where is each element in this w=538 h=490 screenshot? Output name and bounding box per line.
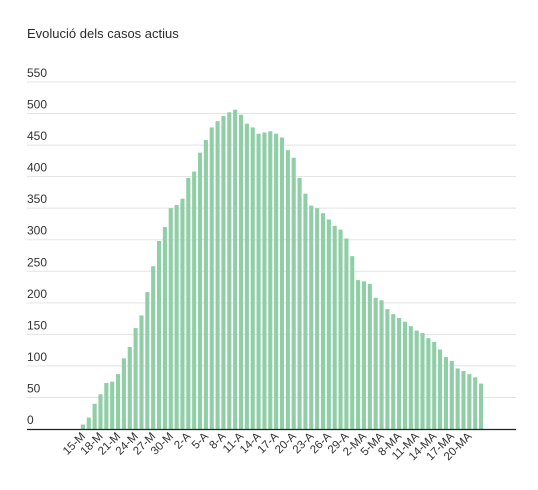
bar (104, 382, 109, 429)
bar (479, 383, 484, 429)
bar (86, 417, 91, 429)
bar (432, 341, 437, 429)
bar (402, 321, 408, 429)
bar (145, 292, 150, 429)
bar (227, 112, 232, 429)
bar (420, 333, 425, 429)
bar (215, 121, 220, 430)
bar (326, 219, 331, 429)
bar (303, 193, 308, 429)
bar (443, 357, 448, 429)
y-axis-ticks: 0 50 100 150 200 250 300 350 400 450 500 550 (27, 66, 47, 427)
bar (186, 177, 191, 429)
bar (320, 213, 326, 429)
y-tick-label: 100 (27, 350, 47, 364)
bar (438, 349, 443, 429)
bar (268, 131, 273, 429)
x-tick-label: 2-A (172, 430, 193, 451)
bar (274, 133, 279, 430)
bar (426, 338, 431, 429)
y-tick-label: 550 (27, 66, 47, 80)
bar (338, 229, 343, 429)
y-tick-label: 50 (27, 381, 41, 395)
bar (262, 132, 267, 429)
bar (151, 266, 156, 429)
bar (449, 360, 454, 429)
bar (203, 140, 208, 430)
bar (168, 208, 173, 429)
bar (192, 171, 197, 429)
bar (309, 205, 314, 429)
bar (221, 116, 226, 429)
bar (92, 403, 97, 429)
bar (121, 358, 126, 429)
chart-title: Evolució dels casos actius (27, 26, 179, 41)
y-tick-label: 400 (27, 161, 47, 175)
bar (467, 374, 472, 429)
y-tick-label: 500 (27, 98, 47, 112)
y-tick-label: 350 (27, 192, 47, 206)
bar (162, 227, 167, 429)
y-tick-label: 300 (27, 224, 47, 238)
bar (414, 330, 419, 429)
bar (127, 346, 132, 429)
bar (279, 137, 285, 429)
bars (80, 109, 484, 430)
y-tick-label: 150 (27, 318, 47, 332)
bar (350, 256, 355, 429)
bar (133, 328, 138, 429)
bar (250, 127, 255, 430)
bar (361, 281, 367, 429)
bar (291, 157, 296, 429)
bar (397, 317, 402, 429)
y-tick-label: 0 (27, 413, 34, 427)
bar (356, 280, 361, 429)
bar (110, 381, 115, 429)
bar (332, 225, 337, 429)
y-tick-label: 200 (27, 287, 47, 301)
bar (80, 424, 85, 429)
x-axis-ticks: 15-M18-M21-M24-M27-M30-M2-A5-A8-A11-A14-… (61, 430, 475, 463)
bar (408, 326, 413, 429)
bar (461, 370, 466, 429)
y-tick-label: 450 (27, 129, 47, 143)
bar (197, 152, 203, 429)
bar (233, 109, 238, 429)
bar (238, 114, 244, 429)
bar (455, 368, 460, 429)
bar (379, 300, 384, 429)
bar (139, 315, 144, 429)
bar (209, 127, 214, 430)
y-tick-label: 250 (27, 255, 47, 269)
bar (156, 240, 162, 429)
x-tick-label: 5-A (190, 430, 211, 451)
bar (385, 309, 390, 429)
bar (180, 198, 185, 429)
bar (297, 177, 302, 429)
bar (256, 133, 261, 430)
bar (473, 377, 478, 429)
bar (285, 150, 290, 429)
bar (391, 314, 396, 429)
bar (315, 208, 320, 429)
bar (174, 205, 179, 429)
bar (116, 374, 121, 429)
bar (373, 297, 378, 429)
bar (244, 123, 249, 429)
bar (98, 394, 103, 429)
bar (344, 238, 349, 429)
bar (367, 283, 372, 429)
